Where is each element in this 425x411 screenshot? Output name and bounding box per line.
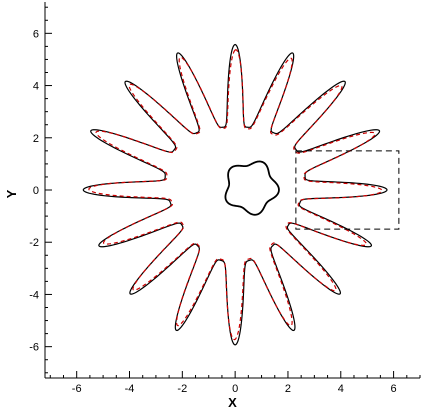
x-tick-label: 2	[285, 383, 291, 395]
x-tick-label: 0	[232, 383, 238, 395]
x-tick-label: 6	[391, 383, 397, 395]
y-tick-label: -6	[29, 342, 39, 354]
inner-blob-curve	[224, 160, 280, 216]
y-tick-label: 2	[33, 133, 39, 145]
y-tick-label: -4	[29, 289, 39, 301]
plot-area	[82, 43, 400, 346]
x-tick-label: 4	[338, 383, 344, 395]
x-axis-title: X	[228, 395, 237, 410]
y-tick-label: 4	[33, 81, 39, 93]
y-tick-label: -2	[29, 237, 39, 249]
x-tick-label: -4	[125, 383, 135, 395]
y-axis-title: Y	[4, 189, 19, 198]
y-ticks: -6 -4 -2 0 2 4 6	[29, 6, 52, 374]
x-tick-label: -2	[177, 383, 187, 395]
solid-black-curve	[82, 43, 388, 346]
y-axis: -6 -4 -2 0 2 4 6 Y	[4, 2, 52, 378]
x-ticks: -6 -4 -2 0 2 4 6	[49, 371, 421, 395]
y-tick-label: 0	[33, 185, 39, 197]
dashed-red-curve	[88, 49, 383, 341]
x-axis: -6 -4 -2 0 2 4 6 X	[45, 371, 421, 410]
x-tick-label: -6	[72, 383, 82, 395]
zoom-region-box	[295, 150, 400, 230]
curves-group	[82, 43, 388, 346]
y-tick-label: 6	[33, 28, 39, 40]
